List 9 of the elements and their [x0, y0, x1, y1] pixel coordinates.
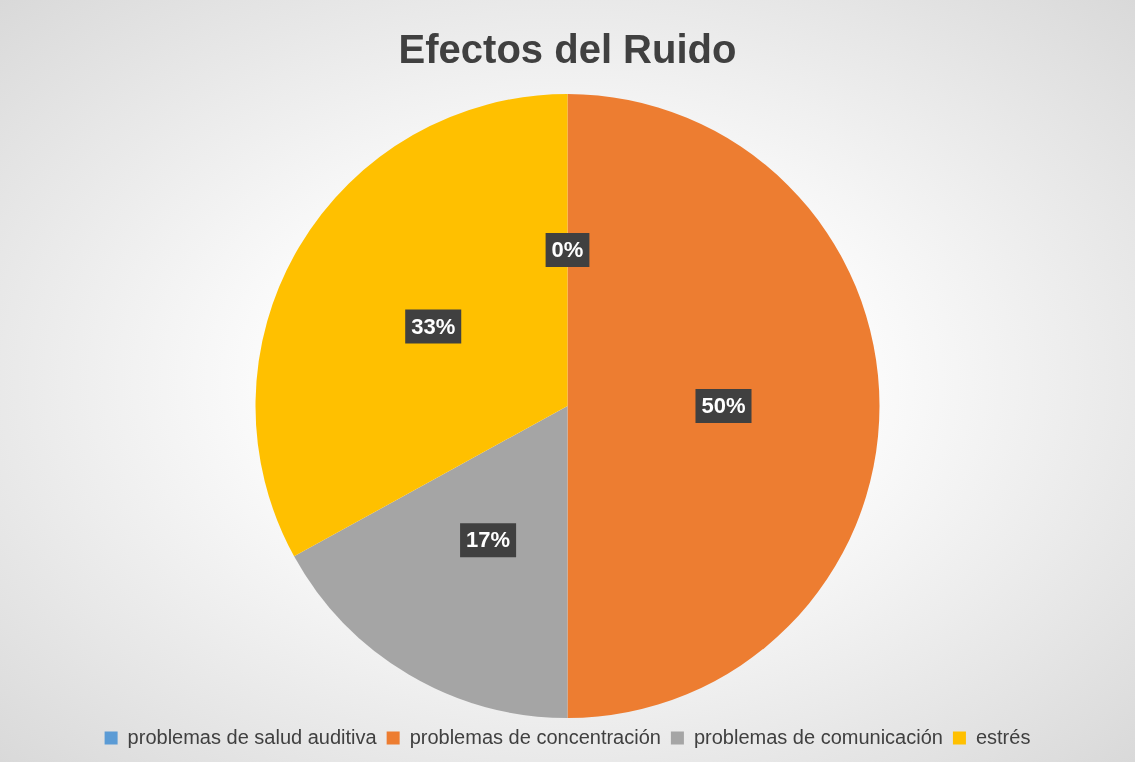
legend-label: problemas de salud auditiva [127, 725, 378, 748]
chart-title: Efectos del Ruido [398, 27, 737, 72]
legend-label: problemas de concentración [409, 725, 661, 748]
data-label: 33% [411, 313, 456, 339]
text: 0% [551, 237, 584, 263]
data-label: 17% [466, 527, 511, 553]
data-label: 50% [701, 393, 746, 419]
legend-label: problemas de comunicación [693, 725, 943, 748]
legend-label: estrés [975, 725, 1031, 748]
